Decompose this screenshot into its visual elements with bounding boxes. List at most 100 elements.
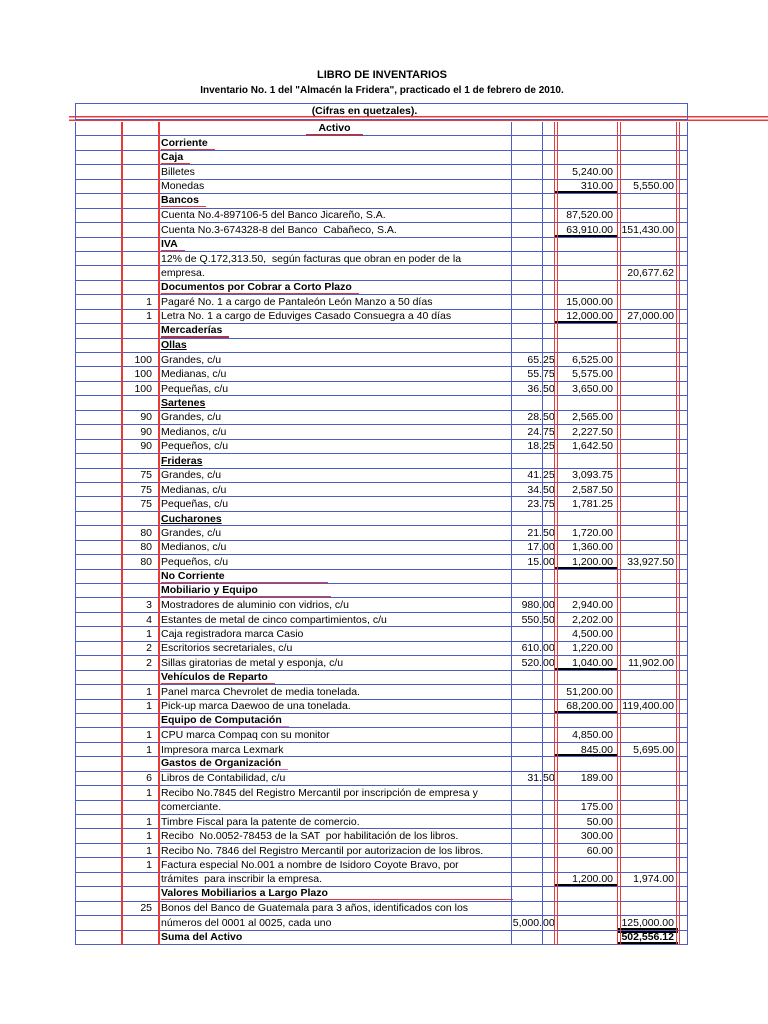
unit-price-dec-cell: 00 (543, 541, 555, 554)
description-cell: números del 0001 al 0025, cada uno (161, 916, 332, 929)
unit-price-int-cell (511, 223, 542, 236)
total-cell (618, 339, 678, 352)
qty-cell (121, 801, 158, 814)
inventory-table: (Cifras en quetzales). Activo Corriente Ca… (75, 103, 688, 945)
total-cell (618, 858, 678, 871)
amount-cell (555, 858, 618, 871)
total-cell (618, 512, 678, 525)
qty-cell: 1 (146, 786, 152, 799)
total-cell (618, 367, 678, 380)
qty-cell: 75 (140, 498, 152, 511)
table-row: 1 Recibo No.7845 del Registro Mercantil p… (75, 786, 688, 801)
col-a-cell (75, 238, 121, 251)
col-a-cell (75, 887, 121, 900)
qty-cell: 1 (146, 295, 152, 308)
amount-cell (555, 122, 618, 135)
total-cell (618, 165, 678, 178)
table-row: Mercaderías (75, 324, 688, 339)
unit-price-int-cell: 31. (527, 772, 542, 785)
unit-price-int-cell (511, 873, 542, 886)
amount-cell (555, 454, 618, 467)
table-row: Monedas 310.00 5,550.00 (75, 180, 688, 195)
col-a-cell (75, 700, 121, 713)
total-cell (618, 757, 678, 770)
total-cell (618, 281, 678, 294)
total-cell (618, 815, 678, 828)
qty-cell (121, 223, 158, 236)
total-cell (618, 483, 678, 496)
red-rule-col-a (121, 122, 123, 945)
qty-cell (121, 136, 158, 149)
qty-cell (121, 252, 158, 265)
table-row: IVA (75, 238, 688, 252)
qty-cell (121, 238, 158, 251)
total-cell (618, 411, 678, 424)
description-cell: Sartenes (161, 397, 206, 410)
description-cell: Mobiliario y Equipo (158, 584, 511, 598)
qty-cell: 6 (146, 772, 152, 785)
col-a-cell (75, 902, 121, 915)
total-cell (618, 209, 678, 222)
unit-price-int-cell: 980. (521, 599, 542, 612)
total-cell (618, 194, 678, 207)
unit-price-dec-cell: 00 (543, 642, 555, 655)
unit-price-int-cell (511, 858, 542, 871)
description-cell: Timbre Fiscal para la patente de comerci… (161, 815, 360, 828)
unit-price-int-cell: 36. (527, 382, 542, 395)
qty-cell: 1 (146, 310, 152, 323)
unit-price-int-cell (511, 931, 542, 944)
total-cell (618, 136, 678, 149)
description-cell: Equipo de Computación (158, 714, 511, 728)
unit-price-int-cell (511, 238, 542, 251)
table-row: 1 Recibo No. 7846 del Registro Mercantil … (75, 844, 688, 859)
qty-cell: 2 (146, 656, 152, 669)
table-row: 3 Mostradores de aluminio con vidrios, c/… (75, 598, 688, 613)
table-row: Valores Mobiliarios a Largo Plazo (75, 887, 688, 902)
qty-cell: 100 (134, 353, 152, 366)
table-row: 1 Pick-up marca Daewoo de una tonelada. 68… (75, 700, 688, 714)
col-a-cell (75, 180, 121, 193)
table-row: 100 Grandes, c/u 65. 25 6,525.00 (75, 353, 688, 368)
total-cell (618, 671, 678, 684)
amount-cell (555, 238, 618, 251)
unit-price-dec-cell: 50 (543, 483, 555, 496)
qty-cell: 80 (140, 526, 152, 539)
amount-cell: 68,200.00 (555, 700, 618, 713)
table-row: Caja (75, 151, 688, 166)
col-a-cell (75, 728, 121, 741)
col-a-cell (75, 425, 121, 438)
qty-cell (121, 916, 158, 929)
qty-cell (121, 266, 158, 279)
description-cell: Bancos (158, 194, 511, 208)
table-row: 1 Factura especial No.001 a nombre de Isi… (75, 858, 688, 873)
total-cell (618, 642, 678, 655)
table-row: 1 Timbre Fiscal para la patente de comerc… (75, 815, 688, 830)
col-a-cell (75, 801, 121, 814)
amount-cell: 4,500.00 (572, 628, 613, 641)
col-a-cell (75, 512, 121, 525)
table-row: trámites para inscribir la empresa. 1,200… (75, 873, 688, 888)
total-cell (618, 454, 678, 467)
page-subtitle: Inventario No. 1 del "Almacén la Fridera… (200, 85, 564, 96)
description-cell: Medianos, c/u (161, 425, 227, 438)
col-a-cell (75, 526, 121, 539)
qty-cell: 75 (140, 483, 152, 496)
qty-cell: 4 (146, 613, 152, 626)
amount-cell: 6,525.00 (572, 353, 613, 366)
table-row: números del 0001 al 0025, cada uno 5,000.… (75, 916, 688, 931)
unit-price-int-cell (511, 194, 542, 207)
unit-price-int-cell (511, 310, 542, 323)
table-row: 1 CPU marca Compaq con su monitor 4,850.00 (75, 728, 688, 743)
amount-cell: 12,000.00 (555, 310, 618, 323)
total-cell (618, 786, 678, 799)
unit-price-int-cell (511, 324, 542, 337)
unit-price-int-cell: 610. (521, 642, 542, 655)
table-row: Documentos por Cobrar a Corto Plazo (75, 281, 688, 296)
col-a-cell (75, 454, 121, 467)
unit-price-int-cell (511, 136, 542, 149)
description-cell: Recibo No. 7846 del Registro Mercantil p… (161, 844, 484, 857)
total-cell: 125,000.00 (618, 916, 678, 929)
table-row: 100 Pequeñas, c/u 36. 50 3,650.00 (75, 382, 688, 397)
description-cell: Mostradores de aluminio con vidrios, c/u (161, 599, 349, 612)
unit-price-int-cell (511, 281, 542, 294)
